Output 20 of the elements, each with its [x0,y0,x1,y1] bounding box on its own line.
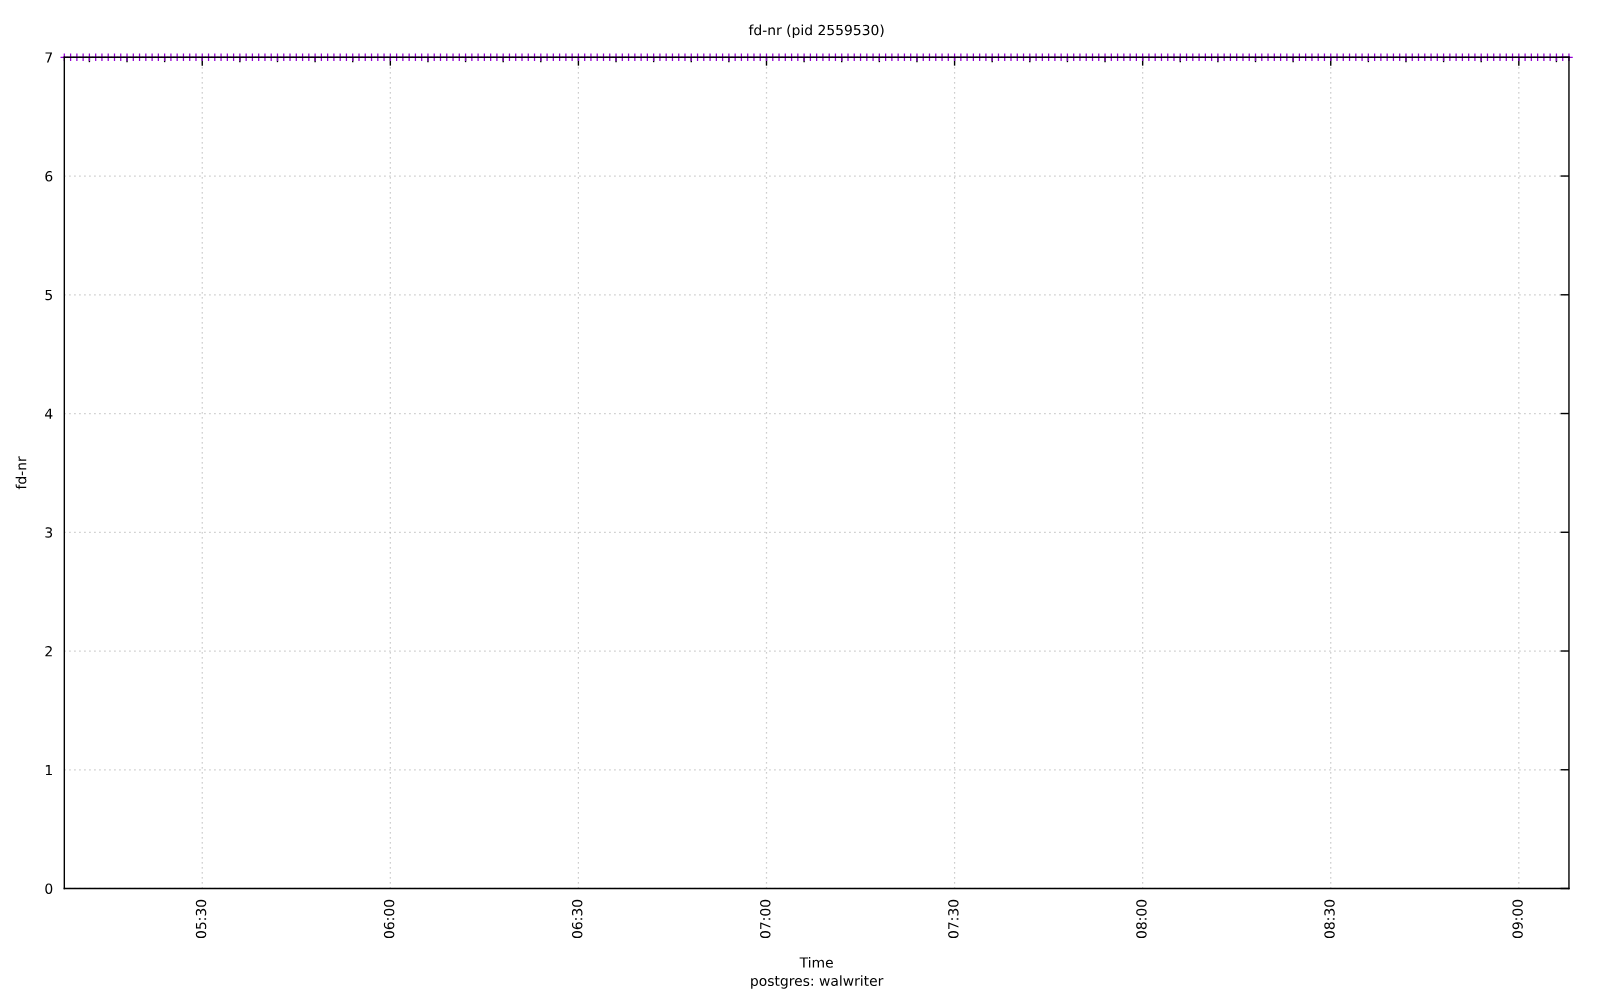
x-tick-label: 07:30 [948,899,959,939]
x-tick-label: 07:00 [760,899,771,939]
x-tick-label: 08:30 [1324,899,1335,939]
y-tick-label: 5 [45,289,52,301]
y-tick-label: 7 [45,52,53,63]
y-tick-label: 2 [45,645,52,657]
x-tick-label: 06:30 [571,899,583,939]
x-tick-label: 09:00 [1512,899,1523,939]
y-axis-title: fd-nr [15,456,27,490]
y-tick-label: 4 [45,408,53,419]
y-tick-label: 3 [45,527,53,538]
chart-title: fd-nr (pid 2559530) [748,24,884,38]
y-tick-label: 0 [45,883,53,894]
y-tick-label: 6 [45,171,53,182]
text: postgres: walwriter [751,975,884,989]
x-axis-title: Time [799,957,833,968]
y-tick-label: 1 [45,764,52,776]
x-tick-label: 05:30 [195,899,207,939]
x-tick-label: 08:00 [1136,899,1147,939]
x-tick-label: 06:00 [383,899,395,939]
